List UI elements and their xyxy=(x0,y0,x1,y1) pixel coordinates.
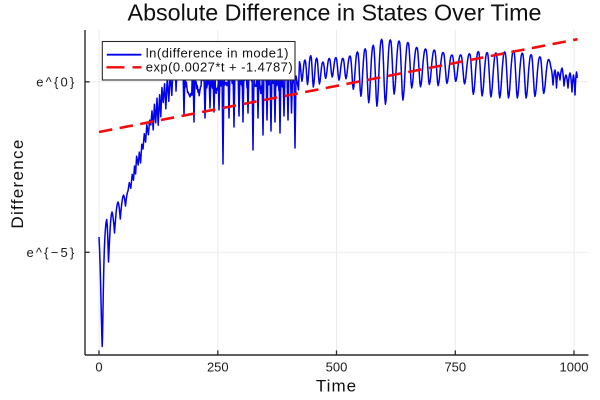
svg-text:e^{−5}: e^{−5} xyxy=(26,245,76,260)
svg-text:exp(0.0027*t + -1.4787): exp(0.0027*t + -1.4787) xyxy=(146,60,293,75)
svg-text:Difference: Difference xyxy=(8,138,27,228)
svg-text:Time: Time xyxy=(316,377,357,396)
svg-text:0: 0 xyxy=(95,360,102,375)
svg-text:500: 500 xyxy=(326,360,348,375)
svg-text:e^{0}: e^{0} xyxy=(36,75,76,90)
svg-text:Absolute Difference in States: Absolute Difference in States Over Time xyxy=(128,0,542,26)
svg-text:ln(difference in mode1): ln(difference in mode1) xyxy=(146,46,289,61)
svg-text:750: 750 xyxy=(444,360,466,375)
svg-text:250: 250 xyxy=(207,360,229,375)
svg-text:1000: 1000 xyxy=(560,360,589,375)
